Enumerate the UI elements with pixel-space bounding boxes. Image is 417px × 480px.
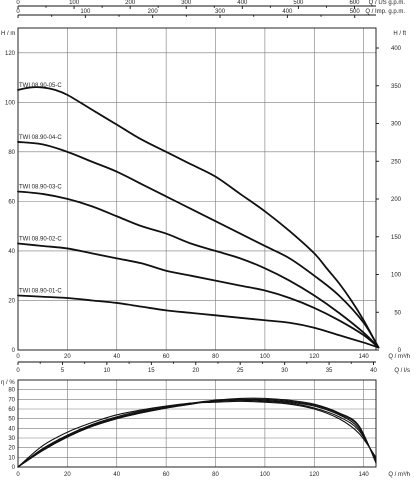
tick-label-imp-gpm: 100 xyxy=(80,9,91,15)
tick-label-imp-gpm: 200 xyxy=(148,9,159,15)
series-label-4: TWI 08.90-02-C xyxy=(19,236,62,242)
series-label-3: TWI 08.90-03-C xyxy=(19,184,62,190)
axis-label-head-ft: H / ft xyxy=(393,31,406,37)
tick-label-efficiency: 50 xyxy=(8,417,15,423)
tick-label-l-per-s: 10 xyxy=(104,368,111,374)
axis-label-head-m: H / m xyxy=(1,31,15,37)
tick-label-flow: 100 xyxy=(260,354,271,360)
series-label-2: TWI 08.90-04-C xyxy=(19,135,62,141)
tick-label-efficiency: 70 xyxy=(8,397,15,403)
head-panel-frame xyxy=(17,27,377,351)
tick-label-head-ft: 250 xyxy=(391,159,402,165)
tick-label-head-m: 100 xyxy=(5,100,16,106)
tick-label-efficiency: 80 xyxy=(8,388,15,394)
tick-label-head-m: 40 xyxy=(8,249,15,255)
axis-label-l-per-s: Q / l/s xyxy=(394,368,410,374)
tick-label-us-gpm: 600 xyxy=(349,0,360,6)
tick-label-us-gpm: 200 xyxy=(125,0,136,6)
tick-label-head-m: 20 xyxy=(8,298,15,304)
tick-label-efficiency: 30 xyxy=(8,436,15,442)
tick-label-us-gpm: 100 xyxy=(69,0,80,6)
axis-label-us-gpm: Q / US g.p.m. xyxy=(369,0,406,6)
tick-label-flow: 80 xyxy=(212,472,219,478)
tick-label-efficiency: 0 xyxy=(12,465,16,471)
tick-label-imp-gpm: 400 xyxy=(282,9,293,15)
tick-label-efficiency: 60 xyxy=(8,407,15,413)
axis-label-flow-top: Q / m³/h xyxy=(388,354,410,360)
tick-label-efficiency: 10 xyxy=(8,455,15,461)
series-label-5: TWI 08.90-01-C xyxy=(19,289,62,295)
tick-label-head-ft: 150 xyxy=(391,235,402,241)
tick-label-efficiency: 40 xyxy=(8,426,15,432)
axis-label-flow-bottom: Q / m³/h xyxy=(388,472,410,478)
tick-label-flow: 60 xyxy=(163,354,170,360)
axis-label-efficiency: η / % xyxy=(1,380,15,386)
tick-label-head-ft: 100 xyxy=(391,273,402,279)
tick-label-l-per-s: 0 xyxy=(16,368,20,374)
tick-label-flow: 20 xyxy=(64,354,71,360)
tick-label-flow: 20 xyxy=(64,472,71,478)
tick-label-l-per-s: 15 xyxy=(148,368,155,374)
tick-label-head-ft: 0 xyxy=(398,348,402,354)
tick-label-l-per-s: 35 xyxy=(326,368,333,374)
efficiency-panel-frame xyxy=(17,379,377,468)
tick-label-us-gpm: 0 xyxy=(16,0,20,6)
head-curve-2 xyxy=(17,141,380,349)
head-curve-1 xyxy=(17,86,380,349)
tick-label-head-ft: 200 xyxy=(391,197,402,203)
tick-label-l-per-s: 25 xyxy=(237,368,244,374)
tick-label-flow: 80 xyxy=(212,354,219,360)
tick-label-head-m: 0 xyxy=(12,348,16,354)
tick-label-us-gpm: 400 xyxy=(237,0,248,6)
tick-label-head-m: 80 xyxy=(8,150,15,156)
tick-label-us-gpm: 300 xyxy=(181,0,192,6)
tick-label-imp-gpm: 300 xyxy=(215,9,226,15)
tick-label-flow: 140 xyxy=(359,354,370,360)
tick-label-us-gpm: 500 xyxy=(293,0,304,6)
tick-label-flow: 140 xyxy=(359,472,370,478)
tick-label-flow: 40 xyxy=(113,472,120,478)
axis-label-imp-gpm: Q / Imp. g.p.m. xyxy=(365,9,405,15)
tick-label-flow: 60 xyxy=(163,472,170,478)
tick-label-head-m: 60 xyxy=(8,199,15,205)
tick-label-head-ft: 400 xyxy=(391,46,402,52)
tick-label-flow: 0 xyxy=(16,354,20,360)
tick-label-l-per-s: 5 xyxy=(61,368,65,374)
tick-label-flow: 100 xyxy=(260,472,271,478)
head-curve-5 xyxy=(17,294,380,349)
tick-label-flow: 0 xyxy=(16,472,20,478)
tick-label-head-ft: 350 xyxy=(391,84,402,90)
tick-label-flow: 120 xyxy=(309,472,320,478)
tick-label-efficiency: 20 xyxy=(8,446,15,452)
tick-label-l-per-s: 30 xyxy=(281,368,288,374)
tick-label-head-ft: 50 xyxy=(394,310,401,316)
tick-label-l-per-s: 40 xyxy=(370,368,377,374)
series-label-1: TWI 08.90-05-C xyxy=(19,83,62,89)
tick-label-head-ft: 300 xyxy=(391,122,402,128)
tick-label-head-m: 120 xyxy=(5,51,16,57)
head-curve-4 xyxy=(17,242,380,349)
tick-label-flow: 120 xyxy=(309,354,320,360)
head-curve-3 xyxy=(17,190,380,349)
tick-label-l-per-s: 20 xyxy=(192,368,199,374)
tick-label-flow: 40 xyxy=(113,354,120,360)
efficiency-curve-5 xyxy=(17,397,377,468)
tick-label-imp-gpm: 0 xyxy=(16,9,20,15)
tick-label-imp-gpm: 500 xyxy=(350,9,361,15)
